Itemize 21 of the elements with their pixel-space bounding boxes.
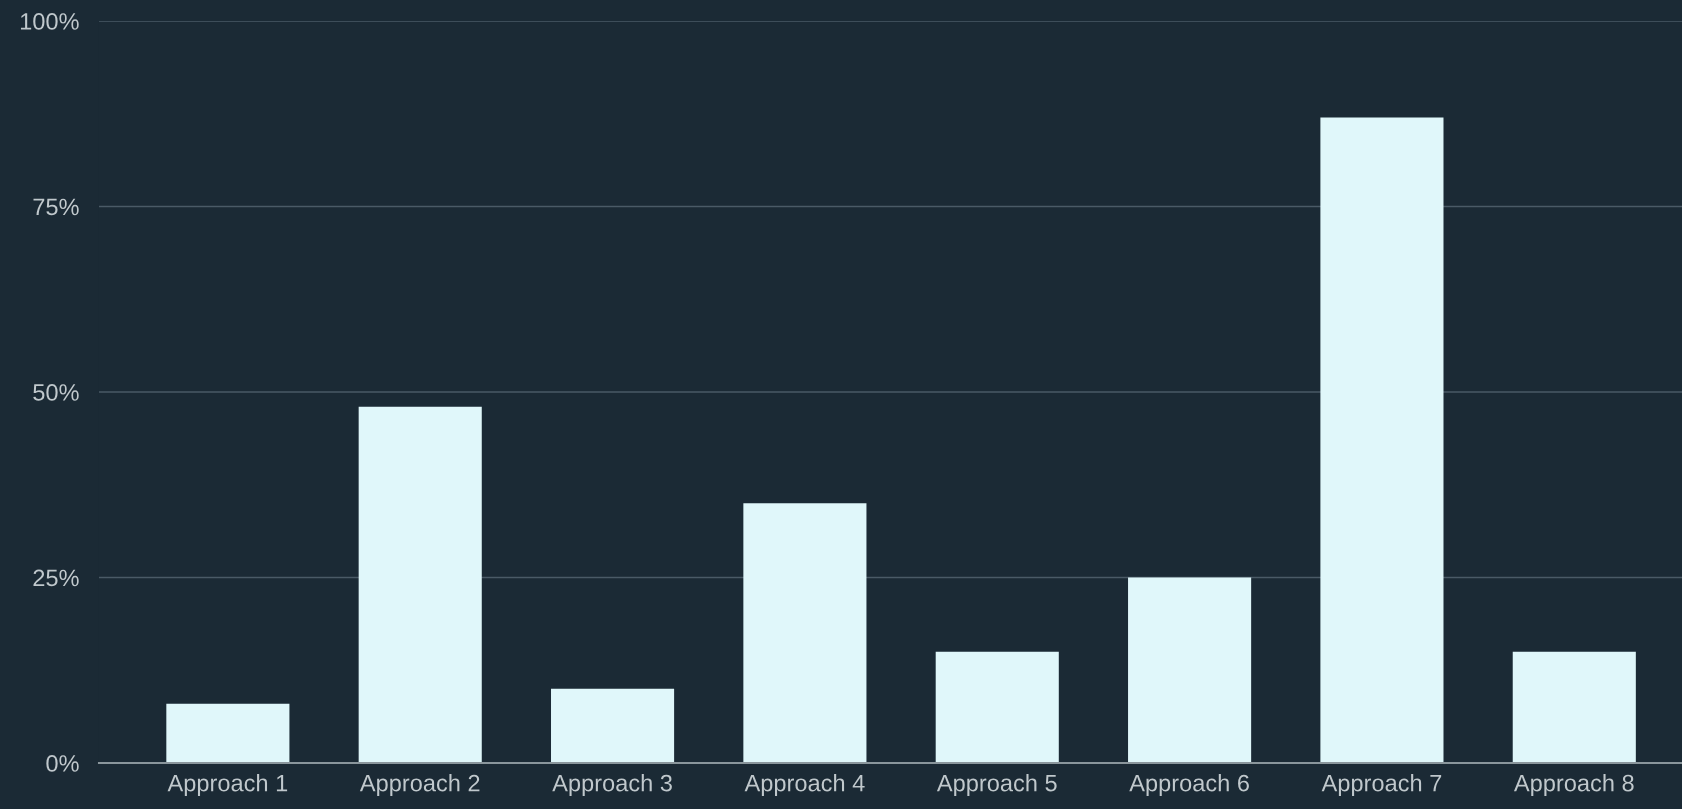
x-tick-label: Approach 7 xyxy=(1321,774,1442,797)
x-tick-label: Approach 1 xyxy=(167,774,288,797)
y-tick-label: 50% xyxy=(33,384,79,401)
bar xyxy=(1320,117,1444,763)
bar xyxy=(743,503,867,763)
x-tick-label: Approach 4 xyxy=(744,774,865,797)
x-tick-label: Approach 5 xyxy=(936,774,1057,797)
bar xyxy=(551,688,675,763)
x-tick-label: Approach 3 xyxy=(552,774,672,797)
bar xyxy=(358,406,482,763)
bar xyxy=(1512,651,1636,763)
y-tick-label: 75% xyxy=(33,198,79,216)
y-tick-label: 25% xyxy=(33,569,79,587)
bar xyxy=(935,651,1059,763)
x-tick-label: Approach 8 xyxy=(1513,774,1634,797)
x-tick-label: Approach 6 xyxy=(1129,774,1249,797)
y-tick-label: 100% xyxy=(20,13,79,30)
bar xyxy=(166,703,290,763)
bar xyxy=(1128,577,1252,763)
y-tick-label: 0% xyxy=(46,755,79,772)
x-tick-label: Approach 2 xyxy=(359,774,480,797)
